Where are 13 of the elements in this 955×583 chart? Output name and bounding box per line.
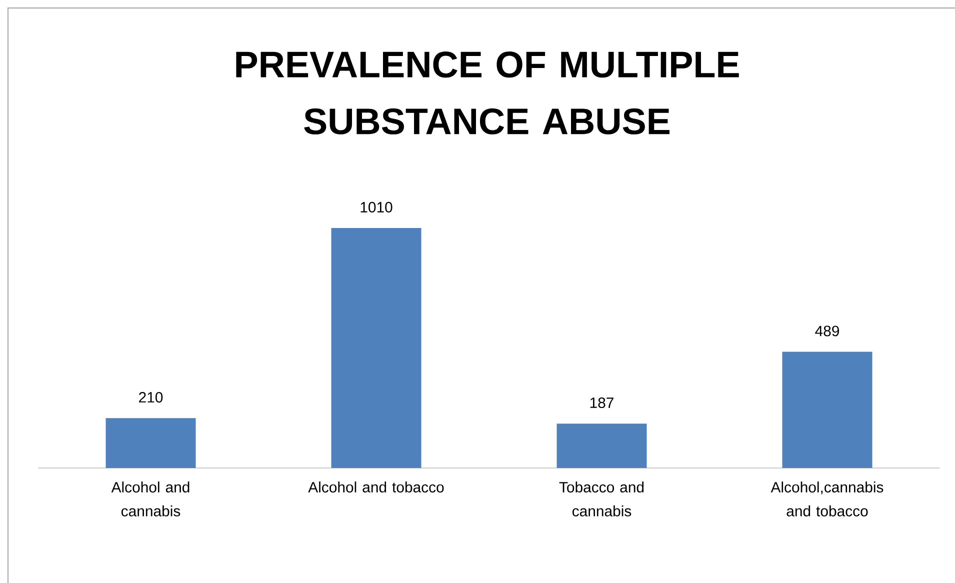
x-tick-label: Alcohol,cannabis and tobacco bbox=[770, 482, 884, 516]
data-label: 187 bbox=[590, 397, 614, 408]
x-tick-label: Tobacco and cannabis bbox=[559, 482, 644, 516]
x-tick-label: Alcohol and cannabis bbox=[111, 482, 190, 516]
bar bbox=[782, 352, 872, 468]
bar bbox=[331, 228, 422, 468]
chart-title: PREVALENCE OF MULTIPLE SUBSTANCE ABUSE bbox=[236, 52, 739, 134]
data-label: 210 bbox=[139, 392, 163, 403]
data-label: 1010 bbox=[360, 202, 392, 212]
bar bbox=[106, 418, 196, 468]
data-label: 489 bbox=[815, 326, 839, 336]
x-tick-label: Alcohol and tobacco bbox=[308, 482, 444, 492]
bar bbox=[556, 424, 647, 468]
